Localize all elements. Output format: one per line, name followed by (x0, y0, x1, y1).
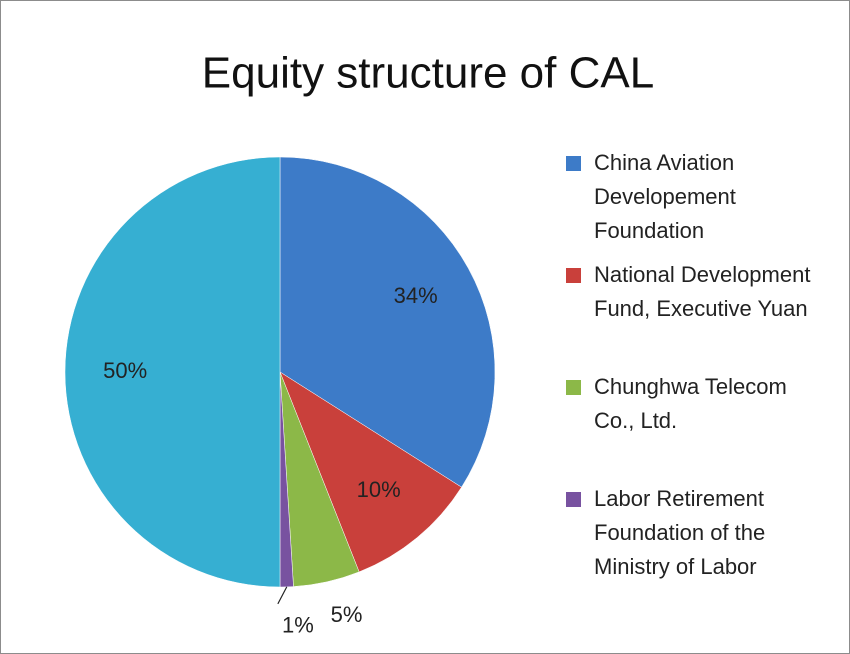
leader-line (277, 586, 288, 605)
chart-title: Equity structure of CAL (202, 49, 654, 98)
data-label: 1% (282, 613, 314, 638)
pie-slice (279, 371, 462, 573)
pie-slice (279, 156, 496, 488)
data-label: 5% (331, 602, 363, 627)
legend-label: Chunghwa Telecom Co., Ltd. (594, 374, 787, 433)
data-label: 34% (394, 283, 438, 308)
data-label: 50% (103, 358, 147, 383)
pie-slice (64, 156, 281, 588)
legend-swatch (566, 156, 581, 171)
data-label: 10% (357, 477, 401, 502)
legend-swatch (566, 380, 581, 395)
legend-label: China Aviation Developement Foundation (594, 150, 736, 243)
legend-label: National Development Fund, Executive Yua… (594, 262, 811, 321)
legend-swatch (566, 268, 581, 283)
legend-label: Labor Retirement Foundation of the Minis… (594, 486, 766, 579)
legend-swatch (566, 492, 581, 507)
